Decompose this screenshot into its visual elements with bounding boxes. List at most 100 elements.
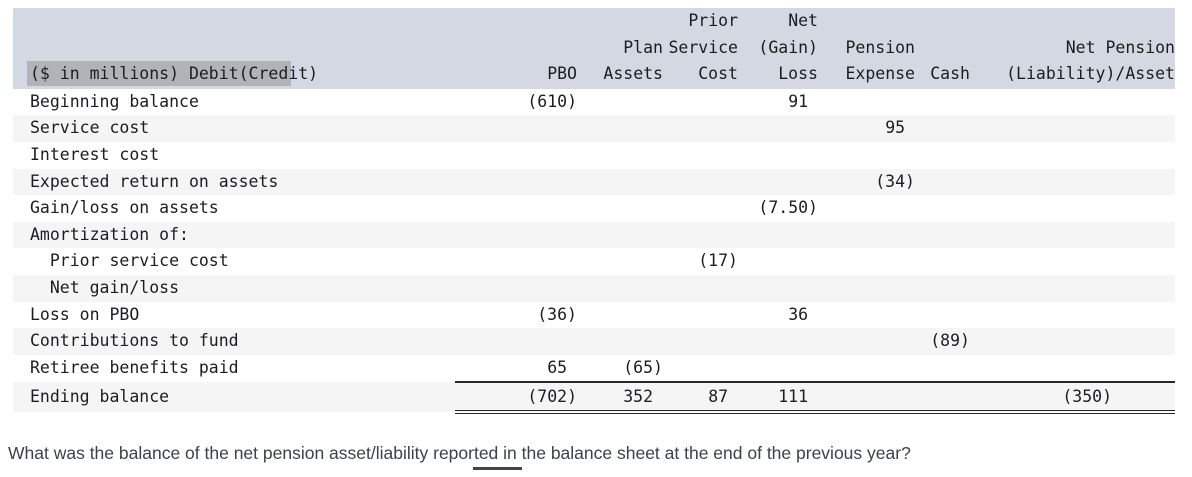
value-cell (577, 222, 663, 249)
row-label: Gain/loss on assets (30, 198, 219, 218)
value-cell (663, 89, 738, 116)
value-cell (970, 169, 1175, 196)
value-cell (818, 89, 915, 116)
table-row: Retiree benefits paid 65 (65) (13, 355, 1175, 383)
value-cell (663, 328, 738, 355)
cutoff-element-artifact (473, 467, 522, 470)
value-cell: (65) (623, 357, 663, 377)
table-row: Ending balance (702) 352 87 111 (350) (13, 381, 1175, 415)
value-cell (818, 195, 915, 222)
value-cell (455, 195, 577, 222)
value-cell (455, 275, 577, 302)
row-label: Prior service cost (30, 251, 229, 271)
value-cell (970, 302, 1175, 329)
value-cell: (7.50) (758, 198, 818, 218)
selected-text-highlight: ($ in millions) Debit(Cred (30, 64, 289, 84)
row-label: Interest cost (30, 144, 160, 164)
value-cell (577, 169, 663, 196)
value-cell (455, 248, 577, 275)
value-cell (970, 275, 1175, 302)
value-cell: 87 (663, 381, 738, 415)
value-cell: 352 (577, 381, 663, 415)
header-row: ($ in millions) Debit(Credit) PBO Plan A… (13, 8, 1175, 89)
column-header-net-pension: Net Pension (Liability)/Asset (1006, 37, 1175, 84)
value-cell (455, 169, 577, 196)
table-body: Beginning balance (610) 91 Service cost 95 … (13, 89, 1175, 415)
value-cell (818, 275, 915, 302)
value-cell (915, 169, 970, 196)
value-cell (738, 115, 818, 142)
value-cell (915, 115, 970, 142)
question-text: What was the balance of the net pension … (8, 443, 911, 463)
value-cell (577, 275, 663, 302)
row-label: Beginning balance (30, 91, 199, 111)
value-cell (455, 328, 577, 355)
value-cell (738, 355, 818, 383)
value-cell (915, 142, 970, 169)
value-cell (915, 248, 970, 275)
value-cell (738, 248, 818, 275)
value-cell (818, 302, 915, 329)
value-cell (455, 115, 577, 142)
table-row: Loss on PBO (36) 36 (13, 302, 1175, 329)
value-cell (738, 328, 818, 355)
value-cell (915, 302, 970, 329)
value-cell (577, 302, 663, 329)
value-cell: 65 (547, 357, 577, 377)
value-cell (577, 142, 663, 169)
value-cell: 36 (788, 304, 818, 324)
units-label-rest: it) (288, 64, 319, 84)
table-row: Prior service cost (17) (13, 248, 1175, 275)
column-header-pension-expense: Pension Expense (845, 37, 915, 84)
value-cell (455, 142, 577, 169)
value-cell: 91 (788, 91, 818, 111)
value-cell (970, 89, 1175, 116)
column-header-net-gain-loss: Net (Gain) Loss (758, 11, 818, 84)
table-row: Interest cost (13, 142, 1175, 169)
value-cell (970, 248, 1175, 275)
table-row: Net gain/loss (13, 274, 1175, 302)
value-cell (577, 89, 663, 116)
value-cell: (350) (970, 381, 1175, 415)
column-header-prior-service-cost: Prior Service Cost (668, 11, 738, 84)
value-cell (915, 381, 970, 415)
value-cell (970, 328, 1175, 355)
value-cell (577, 115, 663, 142)
value-cell: 95 (885, 118, 915, 138)
value-cell: (610) (527, 91, 577, 111)
value-cell (577, 195, 663, 222)
value-cell (970, 195, 1175, 222)
value-cell (738, 169, 818, 196)
row-label: Contributions to fund (30, 331, 239, 351)
table-row: Beginning balance (610) 91 (13, 89, 1175, 116)
value-cell: (34) (875, 171, 915, 191)
value-cell (663, 115, 738, 142)
value-cell (818, 381, 915, 415)
value-cell (970, 222, 1175, 249)
units-header-cell: ($ in millions) Debit(Credit) (13, 8, 455, 89)
value-cell (915, 275, 970, 302)
row-label: Ending balance (30, 387, 170, 407)
value-cell (663, 195, 738, 222)
value-cell (915, 222, 970, 249)
value-cell (663, 169, 738, 196)
table-header: ($ in millions) Debit(Credit) PBO Plan A… (13, 8, 1175, 89)
value-cell: (702) (455, 381, 577, 415)
value-cell (663, 275, 738, 302)
value-cell (818, 222, 915, 249)
value-cell (663, 142, 738, 169)
column-header-plan-assets: Plan Assets (603, 37, 663, 84)
value-cell (970, 142, 1175, 169)
value-cell (577, 248, 663, 275)
table-row: Service cost 95 (13, 115, 1175, 142)
column-header-pbo: PBO (547, 64, 577, 84)
value-cell: (89) (930, 331, 970, 351)
row-label: Retiree benefits paid (30, 358, 239, 378)
value-cell (455, 222, 577, 249)
value-cell (970, 115, 1175, 142)
value-cell (818, 248, 915, 275)
value-cell (663, 302, 738, 329)
row-label: Amortization of: (30, 224, 189, 244)
table-row: Gain/loss on assets (7.50) (13, 195, 1175, 222)
value-cell (970, 355, 1175, 383)
